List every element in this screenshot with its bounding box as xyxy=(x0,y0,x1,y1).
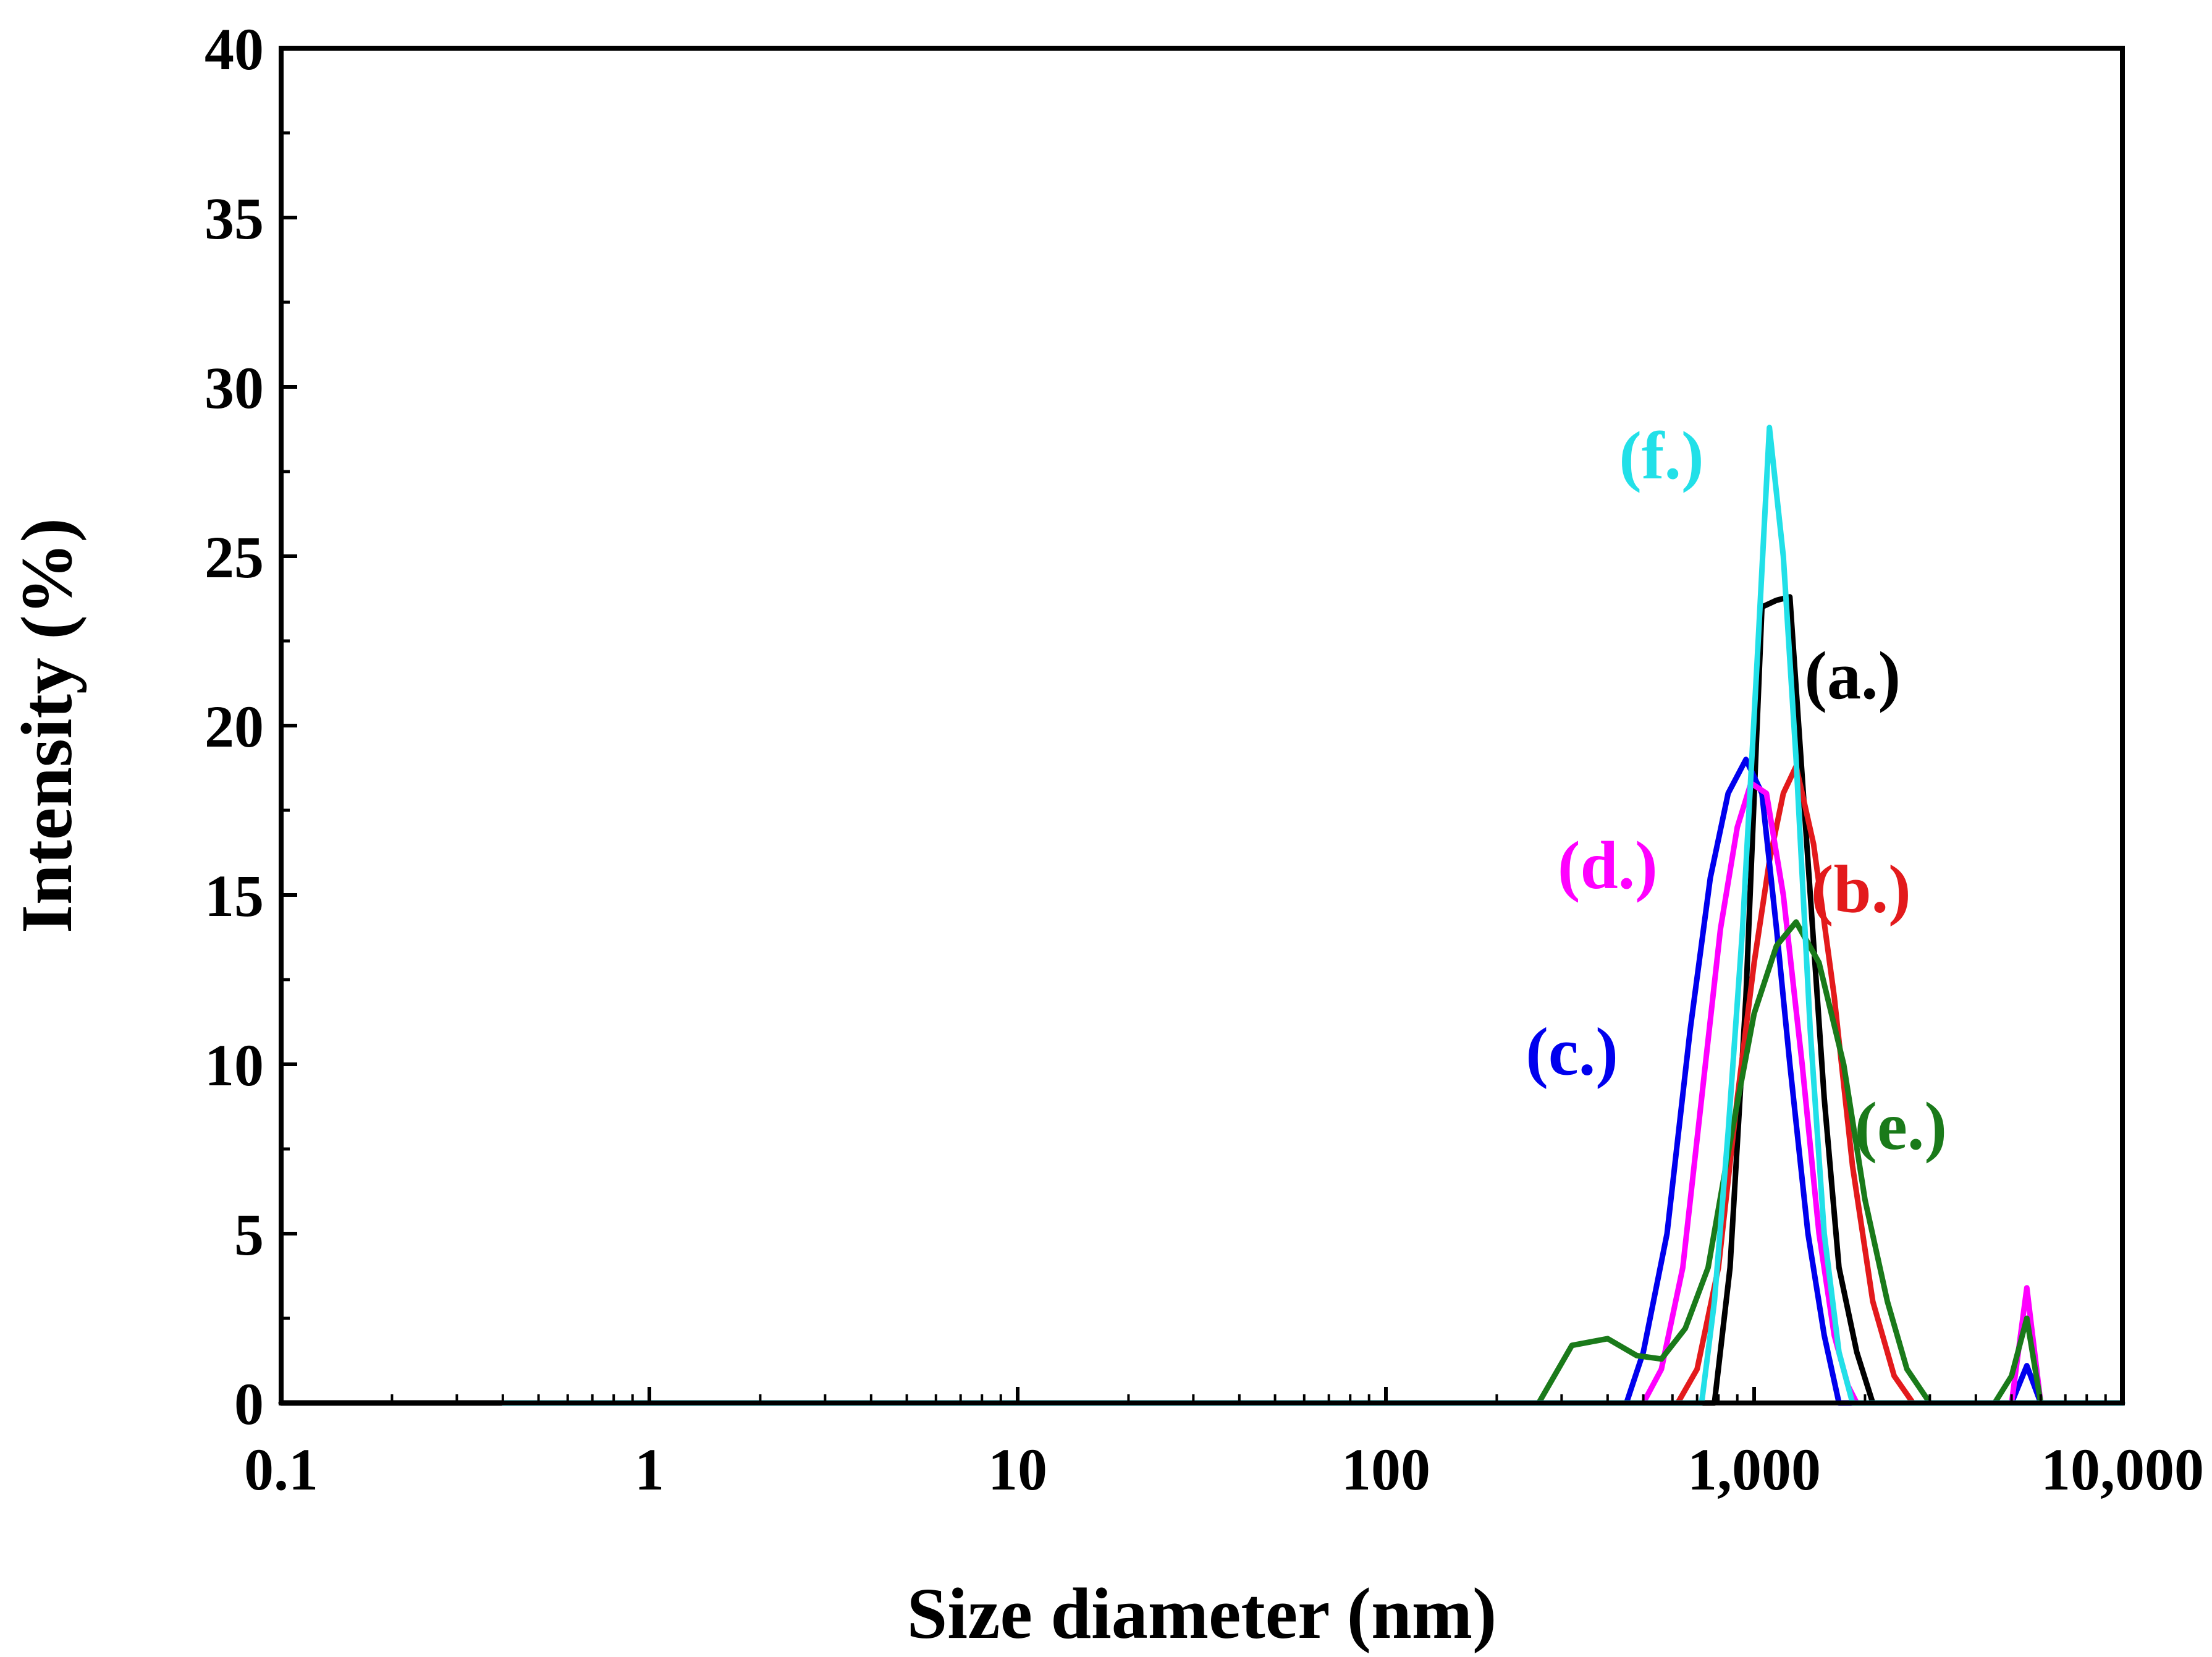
y-tick-label: 0 xyxy=(234,1371,264,1437)
x-tick-label: 10,000 xyxy=(2041,1436,2204,1502)
x-axis-title: Size diameter (nm) xyxy=(907,1573,1497,1654)
y-tick-label: 5 xyxy=(234,1201,264,1268)
x-tick-label: 0.1 xyxy=(244,1436,318,1502)
x-tick-label: 1,000 xyxy=(1687,1436,1821,1502)
series-line-a xyxy=(278,594,2125,1406)
series-line-e xyxy=(500,919,2125,1406)
y-axis-title: Intensity (%) xyxy=(6,518,87,933)
series-label-d: (d.) xyxy=(1558,828,1658,903)
y-tick-label: 15 xyxy=(205,863,264,929)
series-line-f xyxy=(500,425,2125,1406)
y-tick-label: 40 xyxy=(205,16,264,82)
y-tick-label: 30 xyxy=(205,355,264,421)
axis-ticks: 0 5 10 15 20 25 30 35 40 0.1 1 10 100 1,000 10,000 xyxy=(205,16,2204,1502)
y-tick-label: 35 xyxy=(205,185,264,252)
y-tick-label: 20 xyxy=(205,693,264,760)
plot-frame xyxy=(279,46,2125,1405)
y-tick-label: 10 xyxy=(205,1032,264,1098)
x-tick-label: 100 xyxy=(1341,1436,1430,1502)
x-tick-label: 1 xyxy=(635,1436,664,1502)
series-label-a: (a.) xyxy=(1804,638,1901,713)
series-labels: (a.) (b.) (c.) (d.) (e.) (f.) xyxy=(1526,418,1947,1164)
series-layer xyxy=(278,425,2125,1406)
series-label-c: (c.) xyxy=(1526,1014,1618,1089)
series-label-e: (e.) xyxy=(1854,1088,1947,1164)
x-tick-label: 10 xyxy=(988,1436,1047,1502)
y-tick-label: 25 xyxy=(205,524,264,590)
series-line-b xyxy=(500,763,2125,1406)
series-label-b: (b.) xyxy=(1811,851,1911,926)
series-label-f: (f.) xyxy=(1619,418,1703,493)
